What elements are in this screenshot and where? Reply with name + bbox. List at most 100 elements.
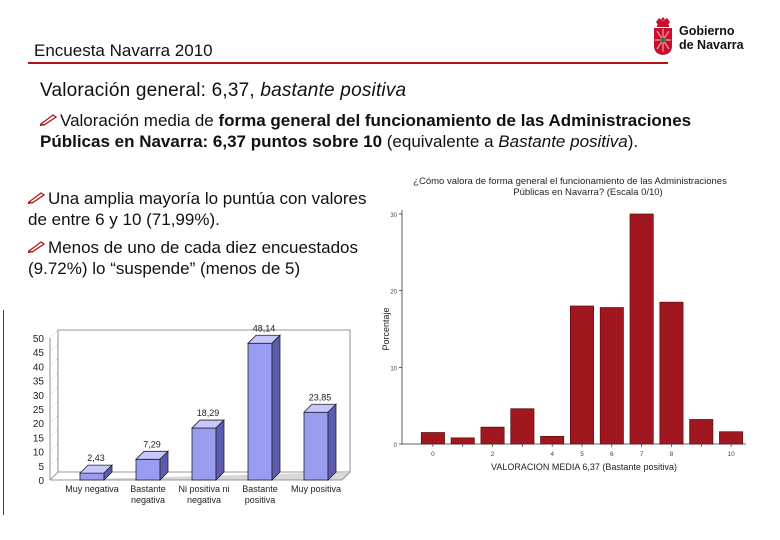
pencil-bullet-icon xyxy=(28,241,46,253)
chart2-title-line: Públicas en Navarra? (Escala 0/10) xyxy=(513,187,662,198)
chart2-bar xyxy=(599,307,624,445)
chart1-x-tick-label: Bastante xyxy=(242,484,278,494)
chart2-bar xyxy=(450,437,475,445)
chart1-bar-side xyxy=(271,334,281,481)
chart1-gridline xyxy=(49,457,59,467)
chart2-bar xyxy=(719,431,744,445)
chart2-x-tick-label: 8 xyxy=(670,451,674,458)
bullet1-post: (equivalente a xyxy=(382,132,499,151)
chart1-bar xyxy=(79,464,113,481)
gobierno-navarra-logo: Gobierno de Navarra xyxy=(652,16,762,62)
chart1-data-label: 23,85 xyxy=(309,392,332,402)
chart2-x-tick-label: 6 xyxy=(610,451,614,458)
pencil-bullet-icon xyxy=(28,192,46,204)
chart1-gridline xyxy=(49,400,59,410)
chart1-data-label: 2,43 xyxy=(87,453,105,463)
chart1-y-tick-label: 10 xyxy=(33,448,45,459)
chart1-gridline xyxy=(49,443,59,452)
chart1-bar-front xyxy=(135,458,161,481)
chart1-bar-front xyxy=(247,342,273,481)
chart2-y-label: Porcentaje xyxy=(381,307,391,350)
bullet1-pre: Valoración media de xyxy=(60,111,219,130)
chart2-x-tick-label: 4 xyxy=(550,451,554,458)
chart2-bar xyxy=(510,408,535,445)
chart1-gridline xyxy=(49,329,59,339)
chart2-bar xyxy=(629,213,654,445)
chart1-y-tick-label: 30 xyxy=(33,391,45,402)
chart2-y-tick-label: 30 xyxy=(390,213,397,219)
chart2-bar xyxy=(659,301,684,445)
chart1-bar-front xyxy=(303,411,329,481)
chart1-x-tick-label: Muy positiva xyxy=(291,484,341,494)
chart1-bar-front xyxy=(191,427,217,481)
logo-line1: Gobierno xyxy=(679,24,735,38)
score-distribution-chart: ¿Cómo valora de forma general el funcion… xyxy=(381,176,746,472)
left-border-line xyxy=(3,310,4,515)
bullet1-bold: forma general del funcionamiento de las … xyxy=(40,111,692,151)
chart1-gridline xyxy=(49,343,59,353)
chart1-data-label: 48,14 xyxy=(253,323,276,333)
chart1-gridline xyxy=(49,414,59,424)
main-heading-italic: bastante positiva xyxy=(260,80,407,101)
chart2-bar xyxy=(420,432,445,445)
navarra-crest-icon xyxy=(654,17,672,55)
chart1-y-tick-label: 0 xyxy=(38,476,44,487)
chart2-x-label: VALORACION MEDIA 6,37 (Bastante positiva… xyxy=(491,462,677,472)
bullet3-text: Menos de uno de cada diez encuestados (9… xyxy=(28,238,359,278)
chart1-bar xyxy=(191,419,225,481)
chart1-y-tick-label: 35 xyxy=(33,377,45,388)
chart1-y-tick-label: 45 xyxy=(33,348,45,359)
chart1-y-tick-label: 20 xyxy=(33,419,45,430)
header-divider xyxy=(28,62,668,64)
chart2-x-tick-label: 10 xyxy=(727,451,735,458)
chart2-title-line: ¿Cómo valora de forma general el funcion… xyxy=(413,176,727,187)
chart2-bar xyxy=(570,305,594,445)
chart1-y-tick-label: 15 xyxy=(33,433,45,444)
chart1-gridline xyxy=(49,429,59,438)
chart2-bar xyxy=(540,435,565,445)
bullet1-end: ). xyxy=(627,132,639,151)
chart2-bar xyxy=(480,426,505,445)
chart1-bar xyxy=(303,403,337,481)
bullet1-italic: Bastante positiva xyxy=(498,132,628,151)
chart2-x-tick-label: 5 xyxy=(580,451,584,458)
chart1-bar-side xyxy=(159,450,169,481)
chart1-x-tick-label: negativa xyxy=(187,495,221,505)
chart1-bar-front xyxy=(79,472,105,481)
chart1-x-tick-label: positiva xyxy=(245,495,276,505)
chart2-y-tick-label: 10 xyxy=(390,366,397,372)
chart1-x-tick-label: negativa xyxy=(131,495,165,505)
chart2-x-tick-label: 2 xyxy=(491,451,495,458)
pencil-bullet-icon xyxy=(40,114,58,126)
chart1-y-tick-label: 25 xyxy=(33,405,45,416)
chart2-bar xyxy=(689,419,714,445)
page-header-title: Encuesta Navarra 2010 xyxy=(34,41,213,60)
chart1-data-label: 18,29 xyxy=(197,408,220,418)
chart1-gridline xyxy=(49,471,59,481)
chart2-y-tick-label: 20 xyxy=(390,290,397,296)
bullet-general-rating: Valoración media de forma general del fu… xyxy=(40,110,760,152)
chart1-x-tick-label: Ni positiva ni xyxy=(178,484,229,494)
chart1-gridline xyxy=(49,358,59,367)
chart2-x-tick-label: 7 xyxy=(640,451,644,458)
chart1-y-tick-label: 40 xyxy=(33,362,45,373)
chart2-y-tick-label: 0 xyxy=(394,443,398,449)
chart1-y-tick-label: 50 xyxy=(33,334,45,345)
chart1-bar xyxy=(247,334,281,481)
bullet-fail: Menos de uno de cada diez encuestados (9… xyxy=(28,237,368,279)
chart1-gridline xyxy=(49,386,59,396)
chart1-bar xyxy=(135,450,169,481)
chart1-x-tick-label: Bastante xyxy=(130,484,166,494)
bullet-majority: Una amplia mayoría lo puntúa con valores… xyxy=(28,188,378,230)
chart2-x-tick-label: 0 xyxy=(431,451,435,458)
rating-category-chart: 0 5 10 15 20 25 30 35 40 45 50 2,43 Muy negativa 7,29… xyxy=(33,323,351,505)
chart1-y-tick-label: 5 xyxy=(38,462,44,473)
main-heading-text: Valoración general: 6,37, xyxy=(40,80,261,101)
bullet2-text: Una amplia mayoría lo puntúa con valores… xyxy=(28,189,367,229)
chart1-bar-side xyxy=(103,464,113,481)
chart1-gridline xyxy=(49,372,59,381)
chart1-bar-side xyxy=(327,403,337,481)
chart1-bar-side xyxy=(215,419,225,481)
chart1-x-tick-label: Muy negativa xyxy=(65,484,119,494)
logo-line2: de Navarra xyxy=(679,38,744,52)
